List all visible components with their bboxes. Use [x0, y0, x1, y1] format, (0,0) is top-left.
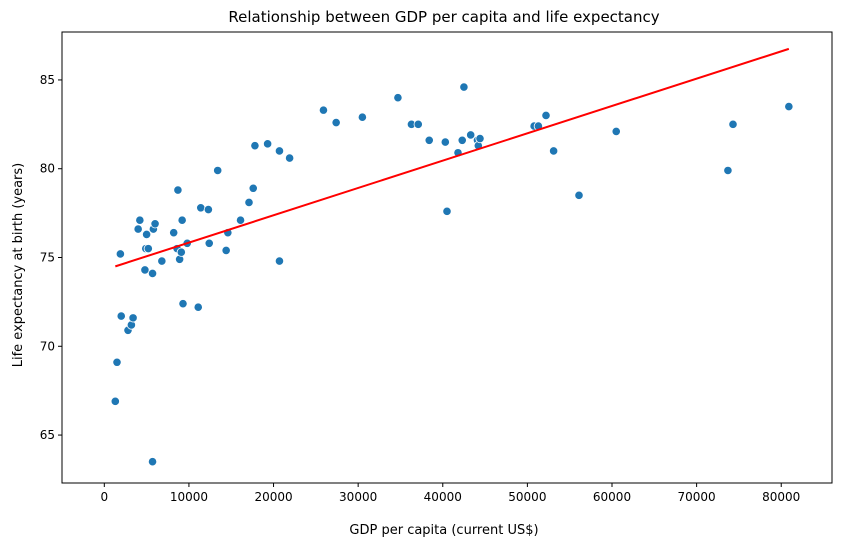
data-point [466, 130, 476, 140]
data-point [611, 126, 621, 137]
data-point [728, 119, 738, 129]
data-point [459, 82, 469, 92]
data-point [147, 457, 158, 467]
chart-title: Relationship between GDP per capita and … [228, 8, 659, 26]
data-point [784, 101, 794, 112]
data-point [150, 219, 160, 229]
x-axis-label: GDP per capita (current US$) [349, 523, 538, 538]
data-point [574, 190, 584, 200]
data-point [142, 229, 152, 240]
data-point [274, 146, 285, 156]
data-point [143, 244, 153, 254]
data-point [442, 206, 452, 216]
data-point [221, 245, 231, 255]
data-point [723, 165, 733, 176]
plot-area [110, 47, 794, 467]
axes: 0 10000 20000 30000 40000 50000 60000 70000 8000… [40, 73, 801, 504]
y-axis-label: Life expectancy at birth (years) [11, 163, 26, 368]
data-point [331, 117, 341, 128]
data-point [457, 135, 467, 145]
x-tick-label: 20000 [254, 490, 292, 504]
data-point [157, 256, 167, 266]
data-point [140, 265, 150, 275]
data-point [213, 165, 223, 176]
y-tick-label: 85 [40, 73, 55, 87]
y-tick-label: 75 [40, 251, 55, 265]
data-point [169, 228, 179, 238]
data-point [147, 268, 158, 279]
data-point [263, 139, 273, 149]
y-tick-label: 65 [40, 428, 55, 442]
regression-line [115, 47, 790, 268]
x-tick-label: 50000 [508, 490, 546, 504]
data-point [176, 247, 186, 257]
data-point [244, 197, 254, 208]
data-point [475, 133, 485, 144]
data-point [196, 203, 206, 213]
data-point [177, 215, 187, 225]
y-tick-label: 80 [40, 162, 55, 176]
data-point [250, 141, 260, 151]
data-point [178, 299, 188, 309]
x-tick-label: 40000 [424, 490, 462, 504]
data-point [248, 183, 258, 193]
data-point [135, 215, 145, 225]
data-point [285, 153, 295, 163]
x-tick-label: 80000 [762, 490, 800, 504]
data-point [133, 224, 143, 234]
x-tick-label: 0 [100, 490, 108, 504]
data-point [193, 302, 203, 312]
x-tick-label: 60000 [593, 490, 631, 504]
x-tick-label: 70000 [678, 490, 716, 504]
data-point [318, 105, 329, 115]
data-point [128, 313, 138, 323]
data-point [115, 249, 125, 259]
y-tick-label: 70 [40, 339, 55, 353]
data-point [440, 137, 450, 147]
data-point [173, 185, 183, 195]
data-point [413, 119, 423, 129]
data-point [204, 238, 214, 248]
x-tick-label: 30000 [339, 490, 377, 504]
data-point [112, 357, 122, 367]
data-point [235, 215, 246, 225]
data-point [203, 204, 213, 215]
data-point [424, 135, 434, 145]
data-point [357, 112, 367, 122]
data-point [393, 93, 403, 103]
data-point [110, 396, 120, 406]
data-point [549, 146, 559, 156]
data-point [274, 256, 285, 266]
x-tick-label: 10000 [170, 490, 208, 504]
data-point [541, 110, 551, 121]
data-point [116, 311, 126, 321]
